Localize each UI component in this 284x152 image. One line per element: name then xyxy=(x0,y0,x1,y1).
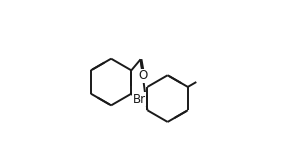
Text: Br: Br xyxy=(132,93,145,106)
Text: O: O xyxy=(138,69,147,82)
